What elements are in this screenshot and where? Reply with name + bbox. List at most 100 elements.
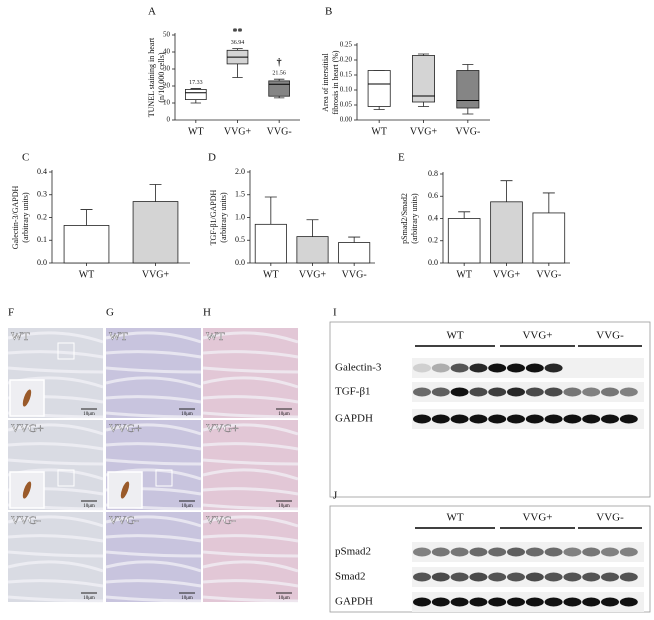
band — [488, 572, 507, 582]
row-label: VVG- — [11, 513, 41, 527]
band — [507, 387, 525, 397]
panel-letter: C — [22, 152, 29, 164]
band — [431, 547, 450, 557]
scale-label: 10μm — [181, 596, 193, 601]
y-tick-label: 0.8 — [428, 169, 438, 178]
tissue-fiber — [202, 395, 299, 404]
y-axis-label: fibrosis in heart (%) — [331, 50, 340, 115]
y-axis-label: (arbitrary units) — [219, 192, 228, 243]
annotation: ** — [233, 27, 243, 38]
y-axis-label: (n/10,000 cells) — [157, 52, 166, 103]
tissue-fiber — [202, 468, 299, 481]
panel-letter: G — [106, 307, 114, 319]
band — [488, 363, 507, 373]
y-tick-label: 0.0 — [428, 258, 438, 267]
band — [450, 547, 469, 557]
band — [413, 597, 431, 607]
tissue-fiber — [202, 411, 299, 419]
tissue-fiber — [105, 423, 202, 436]
band — [507, 414, 525, 424]
group-label: VVG+ — [522, 512, 552, 524]
band — [563, 387, 582, 397]
panel-letter: E — [398, 152, 405, 164]
y-tick-label: 0.20 — [340, 56, 353, 64]
y-axis-label: (arbitrary units) — [21, 192, 30, 243]
x-tick-label: VVG+ — [410, 126, 438, 137]
error-bar — [80, 209, 93, 226]
y-tick-label: 0.4 — [428, 213, 438, 222]
y-axis-label: TUNEL staining in heart — [147, 37, 156, 117]
x-tick-label: VVG+ — [493, 269, 521, 280]
bar — [296, 236, 329, 264]
y-tick-label: 1.0 — [235, 212, 245, 221]
y-tick-label: 40 — [163, 48, 171, 56]
tissue-fiber — [202, 423, 299, 436]
band — [469, 363, 488, 373]
panel-letter: B — [325, 6, 332, 18]
bar — [254, 223, 287, 264]
x-tick-label: VVG- — [342, 269, 367, 280]
tissue-fiber — [7, 595, 104, 603]
row-label: WT — [109, 329, 128, 343]
band-label: Galectin-3 — [335, 362, 382, 374]
band — [582, 597, 601, 607]
band — [507, 363, 525, 373]
band-label: GAPDH — [335, 596, 373, 608]
x-tick-label: VVG+ — [299, 269, 327, 280]
tissue-fiber — [202, 595, 299, 603]
error-bar — [149, 184, 162, 202]
band — [601, 597, 619, 607]
error-bar — [458, 211, 471, 219]
band — [582, 547, 601, 557]
tissue-fiber — [105, 350, 202, 359]
band — [619, 414, 638, 424]
zoom-box — [155, 469, 173, 487]
band — [601, 572, 619, 582]
annotation: 36.94 — [231, 40, 245, 46]
band — [619, 387, 638, 397]
scale-label: 10μm — [278, 504, 290, 509]
y-tick-label: 0 — [167, 116, 171, 124]
band — [544, 572, 563, 582]
y-tick-label: 2.0 — [235, 167, 245, 176]
error-bar — [500, 180, 513, 202]
band — [450, 597, 469, 607]
x-tick-label: WT — [263, 269, 279, 280]
band — [619, 547, 638, 557]
tissue-fiber — [105, 560, 202, 573]
panel-letter: F — [8, 307, 14, 319]
tissue-fiber — [7, 423, 104, 436]
band — [507, 572, 525, 582]
band — [507, 597, 525, 607]
tissue-fiber — [7, 534, 104, 543]
y-tick-label: 0.25 — [340, 41, 353, 49]
tissue-fiber — [105, 366, 202, 374]
tissue-fiber — [202, 534, 299, 543]
y-tick-label: 0.2 — [37, 212, 47, 221]
y-tick-label: 50 — [163, 31, 171, 39]
row-label: WT — [206, 329, 225, 343]
zoom-box — [57, 469, 75, 487]
band — [488, 547, 507, 557]
x-tick-label: WT — [456, 269, 472, 280]
group-label: VVG- — [596, 330, 624, 342]
tissue-fiber — [7, 366, 104, 374]
y-tick-label: 0.0 — [37, 258, 47, 267]
y-tick-label: 30 — [163, 65, 171, 73]
tissue-fiber — [7, 442, 104, 451]
box — [268, 80, 290, 97]
band — [507, 547, 525, 557]
band — [525, 414, 544, 424]
band — [601, 414, 619, 424]
panel-letter: I — [333, 307, 337, 319]
band — [525, 547, 544, 557]
band — [488, 387, 507, 397]
error-bar — [348, 236, 361, 243]
tissue-fiber — [105, 534, 202, 543]
band — [582, 572, 601, 582]
band — [619, 572, 638, 582]
band — [619, 597, 638, 607]
band — [582, 414, 601, 424]
